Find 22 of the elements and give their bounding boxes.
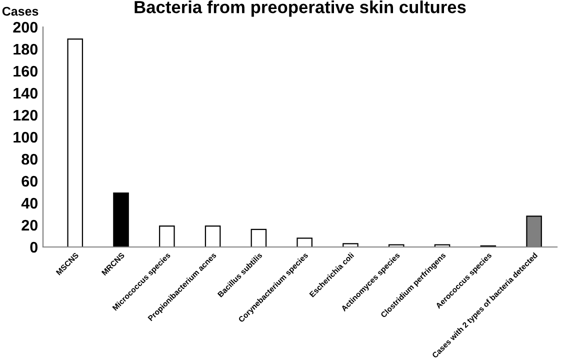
bar	[296, 238, 312, 247]
y-tick-label: 180	[14, 44, 38, 55]
chart-title: Bacteria from preoperative skin cultures	[134, 0, 466, 17]
y-tick-label: 60	[22, 176, 38, 187]
bar	[204, 226, 221, 247]
y-tick-label: 160	[14, 66, 38, 77]
bar	[434, 244, 450, 247]
y-tick-label: 40	[21, 198, 38, 209]
y-tick-label: 100	[14, 132, 38, 143]
bar	[113, 192, 129, 247]
bar	[342, 243, 358, 247]
y-tick-label: 80	[22, 154, 38, 165]
y-tick-label: 120	[14, 110, 38, 121]
bar	[67, 38, 84, 247]
y-tick-label: 200	[13, 22, 38, 33]
y-tick-label: 0	[30, 242, 38, 253]
y-axis-title: Cases	[2, 6, 38, 16]
y-tick-label: 20	[22, 220, 38, 231]
bar	[388, 244, 404, 247]
bar	[159, 226, 175, 247]
y-tick-label: 140	[14, 88, 38, 99]
bar	[250, 228, 267, 247]
